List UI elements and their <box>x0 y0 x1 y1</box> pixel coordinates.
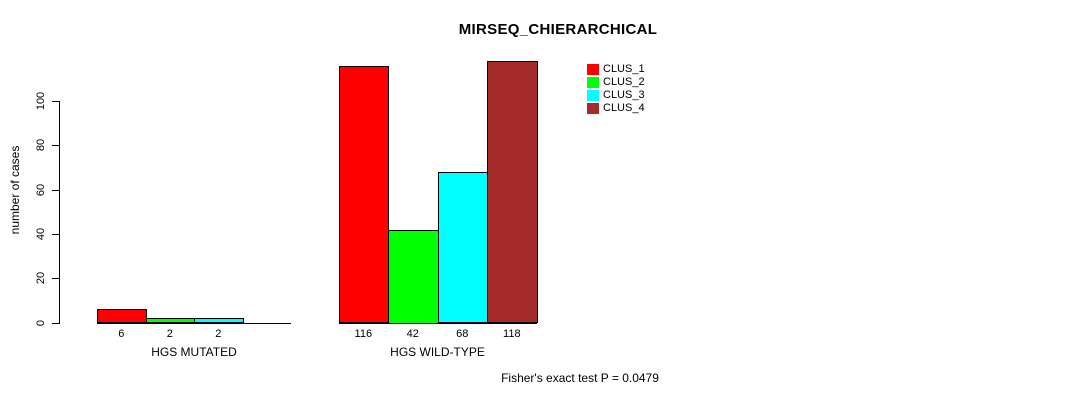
legend-label: CLUS_3 <box>603 89 645 101</box>
y-axis-line <box>59 101 60 324</box>
bar-value-label: 42 <box>406 328 419 340</box>
legend-swatch-CLUS_1 <box>587 64 599 75</box>
bar-CLUS_3-HGS-MUTATED <box>194 318 244 324</box>
y-tick-label: 40 <box>35 227 47 241</box>
group-label: HGS MUTATED <box>151 345 237 359</box>
chart-title: MIRSEQ_CHIERARCHICAL <box>458 21 658 38</box>
bar-value-label: 116 <box>354 328 373 340</box>
bar-value-label: 68 <box>456 328 469 340</box>
bar-CLUS_2-HGS-MUTATED <box>145 318 195 324</box>
y-tick-label: 60 <box>35 183 47 196</box>
y-tick-label: 80 <box>35 139 47 152</box>
y-tick-mark <box>52 189 59 191</box>
bar-CLUS_2-HGS-WILD-TYPE <box>388 229 439 324</box>
y-tick-label: 0 <box>35 319 47 326</box>
y-tick-mark <box>52 278 59 280</box>
fisher-test-annotation: Fisher's exact test P = 0.0479 <box>501 371 659 385</box>
y-tick-label: 20 <box>35 272 47 285</box>
bar-value-label: 118 <box>503 328 521 340</box>
bar-CLUS_1-HGS-WILD-TYPE <box>338 65 389 324</box>
bar-CLUS_1-HGS-MUTATED <box>97 309 147 324</box>
legend-swatch-CLUS_4 <box>587 103 599 114</box>
y-tick-mark <box>52 145 59 147</box>
bar-CLUS_4-HGS-WILD-TYPE <box>487 61 538 324</box>
legend-swatch-CLUS_2 <box>587 77 599 88</box>
legend-swatch-CLUS_3 <box>587 90 599 101</box>
bar-CLUS_3-HGS-WILD-TYPE <box>437 171 488 324</box>
bar-value-label: 6 <box>118 328 125 340</box>
y-axis-label: number of cases <box>8 145 22 235</box>
group-label: HGS WILD-TYPE <box>390 345 485 359</box>
bar-value-label: 2 <box>166 328 173 340</box>
y-tick-mark <box>52 233 59 235</box>
bar-value-label: 2 <box>215 328 222 340</box>
y-tick-mark <box>52 101 59 102</box>
y-tick-label: 100 <box>35 91 47 111</box>
y-tick-mark <box>52 322 59 324</box>
legend-label: CLUS_2 <box>603 76 645 88</box>
legend-label: CLUS_1 <box>603 63 645 75</box>
legend-label: CLUS_4 <box>603 102 645 114</box>
